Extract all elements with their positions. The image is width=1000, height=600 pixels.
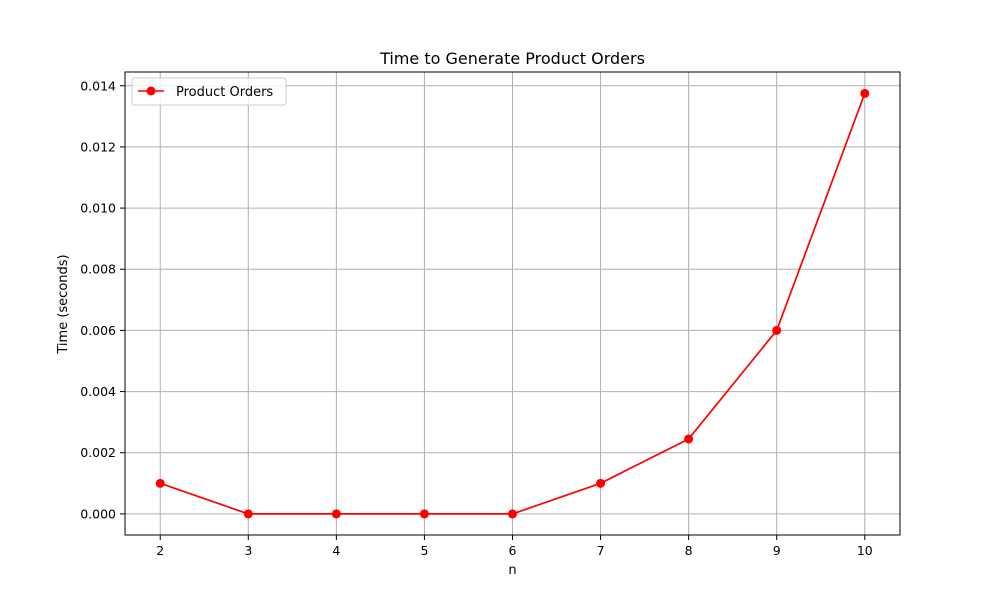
data-point xyxy=(243,509,253,519)
y-axis-label: Time (seconds) xyxy=(56,254,71,354)
y-tick-label: 0.014 xyxy=(80,78,116,93)
y-tick-label: 0.008 xyxy=(80,262,116,277)
x-tick-label: 10 xyxy=(857,543,873,558)
legend-label: Product Orders xyxy=(176,85,273,100)
data-point xyxy=(508,509,517,519)
data-point xyxy=(772,325,782,335)
x-axis: 2 3 4 5 6 7 8 9 10 xyxy=(156,535,873,558)
legend-box xyxy=(131,77,287,106)
x-tick-label: 3 xyxy=(244,543,252,558)
data-point xyxy=(596,478,606,488)
y-tick-label: 0.010 xyxy=(80,201,116,216)
x-tick-label: 7 xyxy=(597,543,605,558)
y-tick-label: 0.004 xyxy=(80,384,116,399)
chart-title: Time to Generate Product Orders xyxy=(379,49,645,68)
y-tick-label: 0.012 xyxy=(80,139,116,154)
x-tick-label: 2 xyxy=(156,543,164,558)
x-tick-label: 5 xyxy=(420,543,428,558)
y-tick-label: 0.006 xyxy=(80,323,116,338)
data-point xyxy=(155,478,165,488)
legend-marker-swatch xyxy=(146,86,156,96)
data-point xyxy=(684,434,694,444)
y-tick-label: 0.000 xyxy=(80,506,116,521)
x-tick-label: 4 xyxy=(332,543,340,558)
y-tick-label: 0.002 xyxy=(80,445,116,460)
data-point xyxy=(331,509,341,519)
data-point xyxy=(419,509,429,519)
y-axis: 0.000 0.002 0.004 0.006 0.008 0.010 0.012 0.014 xyxy=(80,78,125,521)
x-axis-label: n xyxy=(508,563,516,578)
data-point xyxy=(860,88,870,98)
x-tick-label: 6 xyxy=(509,543,517,558)
x-tick-label: 9 xyxy=(773,543,781,558)
series-layer xyxy=(155,88,870,519)
x-tick-label: 8 xyxy=(685,543,693,558)
legend: Product Orders xyxy=(131,77,287,106)
